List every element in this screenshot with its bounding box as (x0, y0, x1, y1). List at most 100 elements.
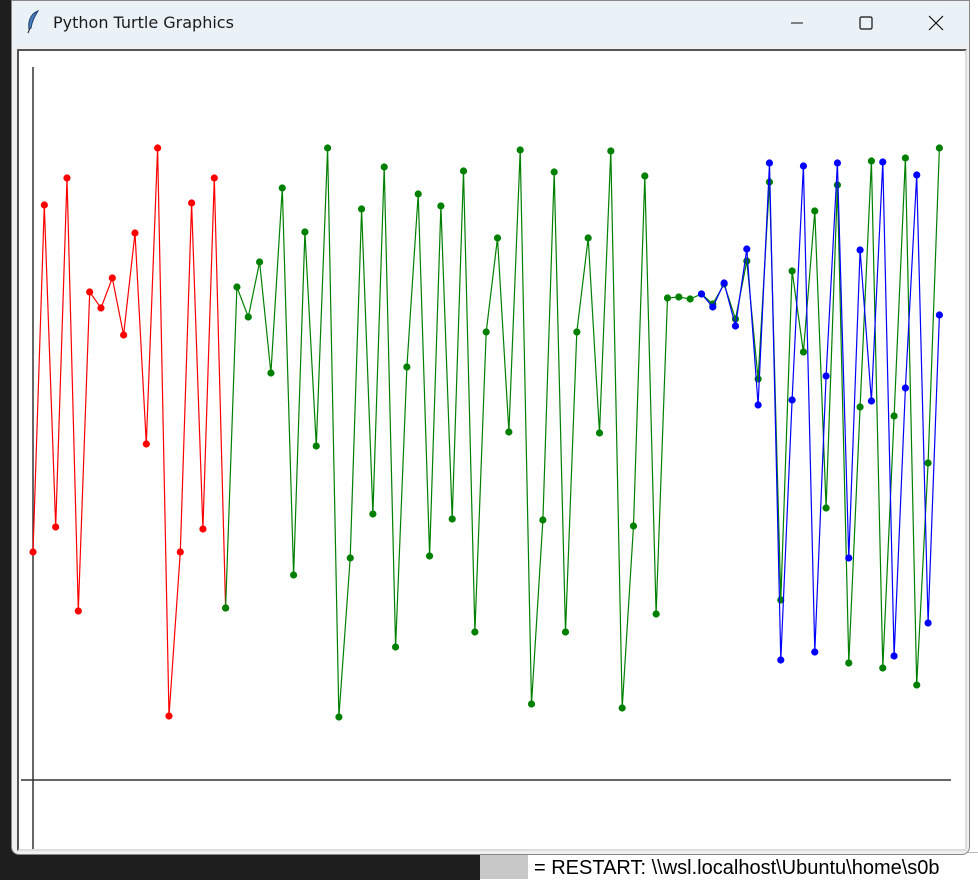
series-1-point (867, 157, 876, 165)
series-2-point (879, 158, 887, 166)
series-1-point (641, 172, 649, 180)
series-1-point (346, 554, 354, 562)
series-1-point (425, 552, 434, 560)
series-1-point (607, 147, 615, 155)
series-2-point (913, 171, 921, 179)
series-1-point (391, 643, 400, 651)
series-0-point (40, 201, 48, 209)
series-1-point (267, 369, 275, 377)
series-1-point (595, 429, 604, 437)
series-0-point (154, 144, 162, 152)
series-2-point (799, 162, 808, 170)
series-2-point (765, 159, 774, 167)
series-1-point (414, 190, 422, 198)
series-0-point (97, 304, 105, 312)
series-1-point (505, 428, 513, 436)
series-0-point (188, 199, 196, 207)
series-1-point (278, 184, 286, 192)
series-line-0 (32, 147, 227, 717)
series-1-point (856, 403, 864, 411)
series-1-point (369, 510, 377, 518)
maximize-button[interactable] (843, 1, 889, 45)
series-1-point (890, 412, 898, 420)
series-1-point (550, 168, 558, 176)
series-1-point (380, 163, 388, 171)
series-0-point (120, 331, 128, 339)
line-chart (21, 67, 951, 849)
series-0-point (142, 440, 150, 448)
series-2-point (856, 246, 864, 254)
series-1-point (459, 167, 468, 175)
background-shell (480, 852, 978, 880)
window-title: Python Turtle Graphics (53, 13, 234, 32)
series-1-point (222, 604, 230, 612)
turtle-window: Python Turtle Graphics (11, 0, 970, 855)
series-0-point (108, 274, 116, 282)
series-1-point (233, 283, 241, 291)
series-1-point (493, 234, 502, 242)
series-line-1 (225, 147, 940, 718)
series-2-point (788, 396, 796, 404)
series-2-point (890, 652, 898, 660)
series-1-point (437, 202, 445, 210)
series-1-point (323, 144, 332, 152)
series-1-point (471, 628, 479, 636)
series-1-point (448, 515, 456, 523)
series-1-point (663, 294, 672, 302)
series-2-point (709, 303, 717, 311)
series-2-point (731, 322, 740, 330)
series-1-point (901, 154, 910, 162)
series-1-point (618, 704, 626, 712)
series-2-point (845, 554, 853, 562)
series-2-point (822, 372, 830, 380)
series-2-point (720, 279, 728, 287)
series-0-point (86, 288, 94, 296)
title-bar[interactable]: Python Turtle Graphics (12, 1, 969, 45)
series-1-point (879, 664, 887, 672)
series-1-point (811, 207, 819, 215)
series-1-point (335, 713, 343, 721)
series-1-point (686, 295, 694, 303)
series-0-point (210, 174, 218, 182)
series-1-point (924, 459, 932, 467)
close-button[interactable] (913, 1, 959, 45)
minimize-button[interactable] (774, 1, 820, 45)
series-2-point (777, 656, 785, 664)
series-1-point (935, 144, 944, 152)
series-2-point (754, 401, 762, 409)
series-1-point (357, 205, 366, 213)
background-shell-gutter (480, 852, 528, 879)
series-1-point (244, 313, 252, 321)
series-1-point (561, 628, 570, 636)
series-1-point (799, 348, 808, 356)
series-0-point (199, 525, 207, 533)
series-1-point (301, 228, 309, 236)
series-1-point (822, 504, 830, 512)
series-2-point (811, 648, 819, 656)
turtle-canvas[interactable] (17, 49, 967, 851)
series-0-point (165, 712, 173, 720)
shell-restart-text: = RESTART: \\wsl.localhost\Ubuntu\home\s… (534, 857, 940, 879)
series-1-point (289, 571, 298, 579)
series-2-point (743, 245, 751, 253)
series-line-2 (701, 161, 940, 661)
series-1-point (629, 522, 638, 530)
feather-icon (27, 10, 40, 34)
maximize-icon (859, 16, 873, 30)
series-0-point (74, 607, 82, 615)
series-1-point (652, 610, 660, 618)
series-1-point (482, 328, 490, 336)
close-icon (928, 15, 944, 31)
series-0-point (29, 548, 37, 556)
series-1-point (516, 146, 524, 154)
series-0-point (176, 548, 184, 556)
series-0-point (52, 523, 60, 531)
series-1-point (527, 700, 536, 708)
series-1-point (256, 258, 264, 266)
minimize-icon (791, 22, 803, 24)
series-2-point (867, 397, 876, 405)
series-1-point (788, 267, 796, 275)
series-0-point (63, 174, 71, 182)
series-1-point (584, 234, 592, 242)
series-2-point (901, 384, 910, 392)
